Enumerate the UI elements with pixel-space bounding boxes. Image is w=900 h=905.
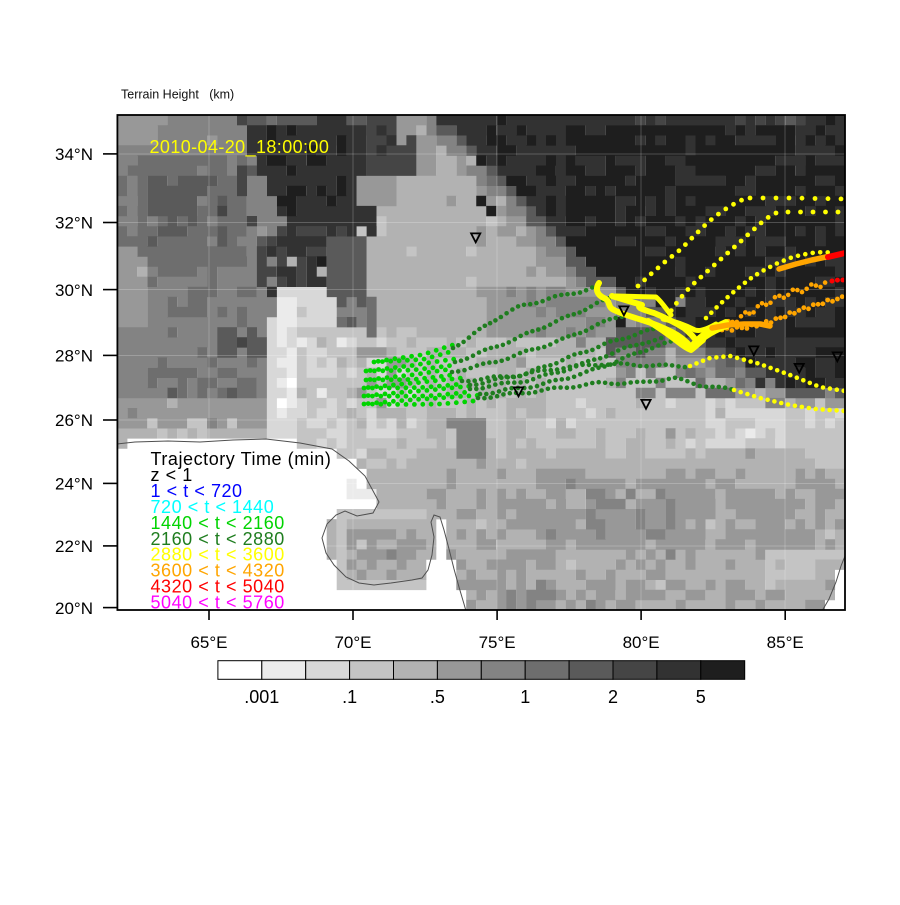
svg-text:22°N: 22°N [55,537,93,556]
svg-text:2160 < t < 2880: 2160 < t < 2880 [151,529,285,549]
svg-text:28°N: 28°N [55,347,93,366]
svg-text:26°N: 26°N [55,411,93,430]
svg-text:1440 < t < 2160: 1440 < t < 2160 [151,513,285,533]
svg-text:34°N: 34°N [55,145,93,164]
svg-text:Terrain Height (km): Terrain Height (km) [121,88,234,102]
svg-text:.5: .5 [430,687,445,707]
svg-text:4320 < t < 5040: 4320 < t < 5040 [151,577,285,597]
svg-text:5: 5 [696,687,706,707]
svg-text:3600 < t < 4320: 3600 < t < 4320 [151,561,285,581]
svg-text:70°E: 70°E [334,633,371,652]
svg-text:5040 < t < 5760: 5040 < t < 5760 [151,593,285,613]
svg-text:24°N: 24°N [55,475,93,494]
svg-text:32°N: 32°N [55,214,93,233]
svg-text:2010-04-20_18:00:00: 2010-04-20_18:00:00 [150,137,330,158]
svg-text:80°E: 80°E [623,633,660,652]
svg-text:20°N: 20°N [55,599,93,618]
svg-text:1: 1 [520,687,530,707]
svg-text:Trajectory Time (min): Trajectory Time (min) [151,449,332,469]
svg-text:1 < t < 720: 1 < t < 720 [151,481,243,501]
svg-text:30°N: 30°N [55,281,93,300]
svg-text:720 < t < 1440: 720 < t < 1440 [151,497,275,517]
svg-text:2880 < t < 3600: 2880 < t < 3600 [151,545,285,565]
svg-text:65°E: 65°E [190,633,227,652]
svg-text:85°E: 85°E [767,633,804,652]
svg-text:.001: .001 [244,687,279,707]
svg-text:.1: .1 [342,687,357,707]
svg-text:z < 1: z < 1 [151,465,193,485]
svg-text:75°E: 75°E [479,633,516,652]
svg-text:2: 2 [608,687,618,707]
